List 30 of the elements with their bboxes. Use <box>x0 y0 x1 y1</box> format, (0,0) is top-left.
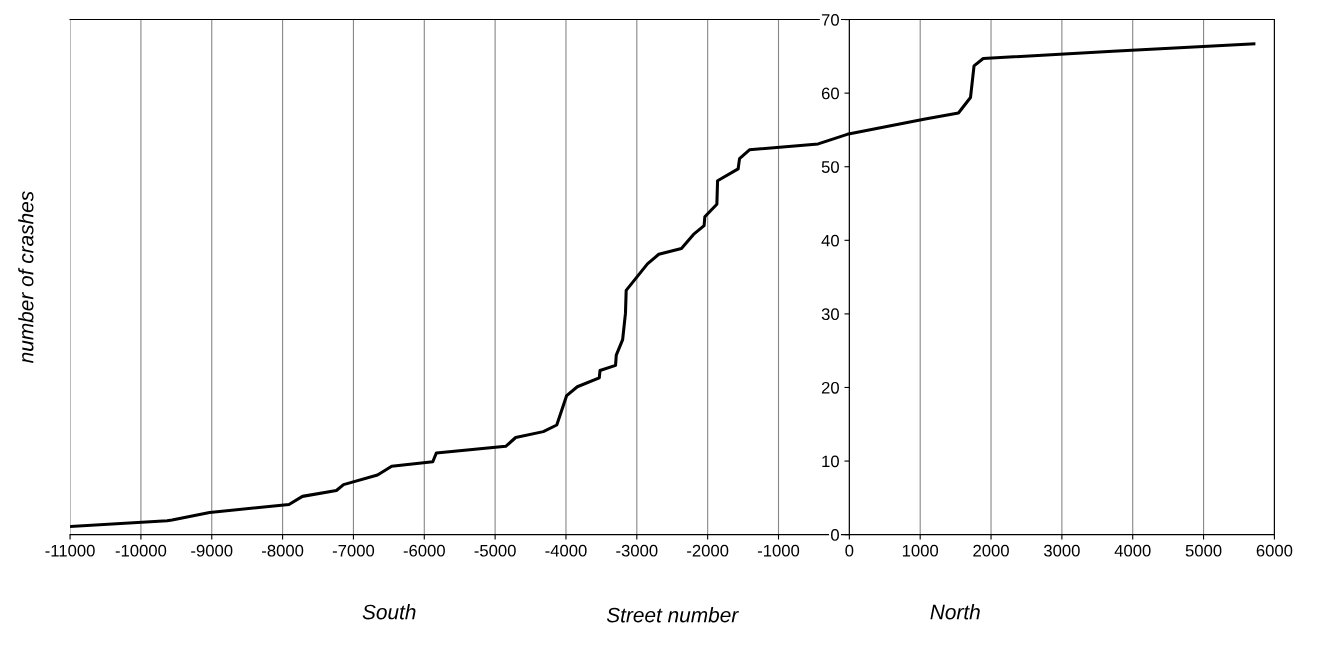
x-tick-label: -8000 <box>262 544 304 557</box>
x-tick-label: -2000 <box>687 544 729 557</box>
x-tick-label: -9000 <box>191 544 233 557</box>
y-tick-label: 0 <box>831 529 839 541</box>
x-tick-label: 1000 <box>902 544 939 557</box>
x-tick-label: 4000 <box>1114 544 1151 557</box>
y-tick-label: 30 <box>821 308 839 321</box>
x-tick-label: -3000 <box>616 544 658 557</box>
y-tick-label: 40 <box>821 234 839 247</box>
y-tick-label: 20 <box>821 381 839 394</box>
x-tick-label: 3000 <box>1043 544 1080 557</box>
y-tick-label: 50 <box>821 161 839 173</box>
x-tick-label: -7000 <box>332 544 375 557</box>
text: North <box>930 604 980 620</box>
x-tick-label: 2000 <box>973 544 1009 557</box>
x-tick-label: 6000 <box>1256 544 1293 557</box>
x-tick-label: -11000 <box>45 544 95 557</box>
y-tick-label: 70 <box>821 13 839 26</box>
x-tick-label: -10000 <box>115 544 167 557</box>
x-axis-title: Street number <box>606 607 739 623</box>
x-tick-label: -5000 <box>474 544 516 557</box>
x-tick-label: 5000 <box>1185 544 1222 557</box>
x-tick-label: 0 <box>845 544 854 557</box>
x-tick-label: -1000 <box>757 544 800 557</box>
x-tick-label: -6000 <box>403 544 445 557</box>
x-tick-label: -4000 <box>545 544 587 557</box>
y-tick-label: 60 <box>821 87 839 100</box>
y-tick-label: 10 <box>822 455 839 468</box>
y-axis-title: number of crashes <box>18 191 34 364</box>
text: South <box>362 604 416 620</box>
